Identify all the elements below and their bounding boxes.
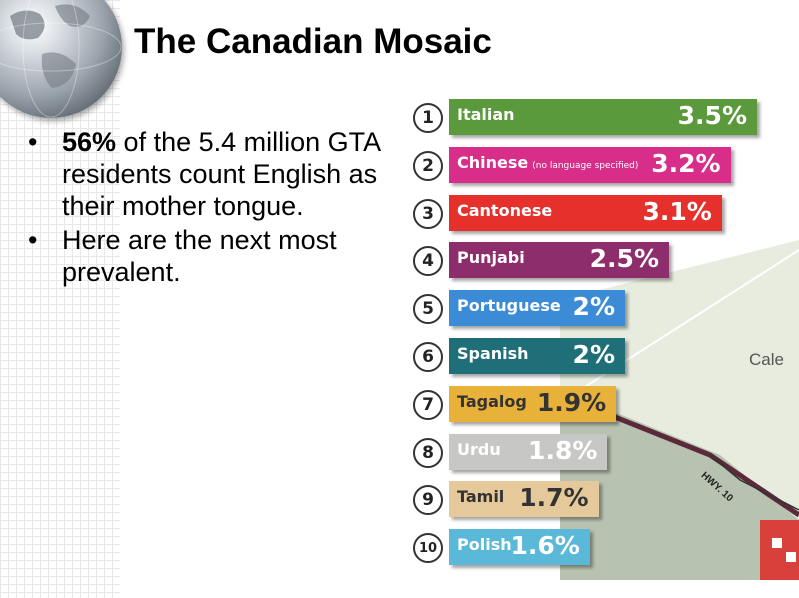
bar-category-label: Spanish	[457, 344, 529, 363]
bar-value-label: 3.2%	[651, 148, 721, 178]
bullet-dot-icon: •	[28, 127, 38, 157]
bar-category-label: Tamil	[457, 487, 505, 507]
bar-value-label: 1.8%	[528, 435, 598, 465]
bar-value-label: 3.5%	[677, 101, 747, 130]
rank-badge: 1	[413, 103, 443, 133]
rank-badge: 10	[413, 533, 443, 564]
bar-category-label: Chinese (no language specified)	[457, 152, 639, 172]
rank-badge: 5	[413, 294, 443, 325]
bar-value-label: 2%	[572, 292, 615, 322]
bullet-text: of the 5.4 million GTA residents count E…	[62, 127, 380, 221]
bullet-list: • 56% of the 5.4 million GTA residents c…	[28, 126, 388, 290]
rank-badge: 4	[413, 246, 443, 277]
rank-badge: 6	[413, 342, 443, 372]
bar-value-label: 1.7%	[519, 483, 589, 513]
rank-badge: 8	[413, 437, 443, 468]
bar-value-label: 1.6%	[510, 531, 580, 561]
bar-category-label: Italian	[457, 105, 515, 124]
bar-punjabi: Punjabi 2.5%	[449, 242, 669, 279]
bullet-dot-icon: •	[28, 225, 38, 255]
bar-portuguese: Portuguese 2%	[449, 290, 625, 327]
bar-category-label: Punjabi	[457, 248, 525, 268]
globe-icon	[0, 0, 122, 118]
bar-cantonese: Cantonese 3.1%	[449, 194, 722, 231]
bar-chinese: Chinese (no language specified) 3.2%	[449, 146, 731, 183]
bullet-percent: 56%	[62, 127, 117, 157]
bar-category-label: Portuguese	[457, 296, 561, 316]
bar-spanish: Spanish 2%	[449, 338, 625, 374]
rank-badge: 2	[413, 150, 443, 181]
bar-value-label: 3.1%	[642, 196, 712, 226]
map-label: Cale	[749, 350, 784, 369]
bar-category-label: Polish	[457, 535, 512, 555]
bar-category-label: Cantonese	[457, 200, 553, 220]
rank-badge: 3	[413, 198, 443, 229]
bar-category-label: Tagalog	[457, 391, 527, 411]
bar-value-label: 1.9%	[536, 387, 607, 417]
bar-italian: Italian 3.5%	[449, 99, 757, 135]
bar-tamil: Tamil 1.7%	[449, 481, 599, 518]
rank-badge: 9	[413, 485, 443, 516]
rank-badge: 7	[413, 389, 443, 420]
bullet-item: • 56% of the 5.4 million GTA residents c…	[28, 126, 388, 222]
bar-category-note: (no language specified)	[532, 160, 639, 171]
bullet-item: • Here are the next most prevalent.	[28, 224, 388, 288]
bar-urdu: Urdu 1.8%	[449, 433, 608, 470]
bar-value-label: 2%	[572, 340, 615, 369]
bar-value-label: 2.5%	[589, 244, 659, 274]
page-title: The Canadian Mosaic	[134, 22, 492, 61]
bar-category-label: Urdu	[457, 439, 501, 459]
bullet-text: Here are the next most prevalent.	[62, 225, 337, 287]
bar-tagalog: Tagalog 1.9%	[449, 385, 617, 422]
bar-polish: Polish 1.6%	[449, 529, 590, 566]
